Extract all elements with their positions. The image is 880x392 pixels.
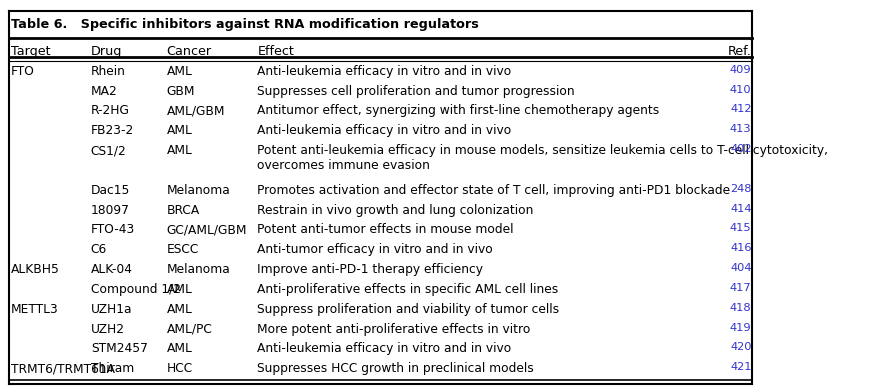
Text: 421: 421 bbox=[730, 362, 752, 372]
Text: Rhein: Rhein bbox=[91, 65, 126, 78]
Text: AML/PC: AML/PC bbox=[166, 323, 212, 336]
Text: Ref.: Ref. bbox=[728, 45, 752, 58]
Text: Compound 1/2: Compound 1/2 bbox=[91, 283, 180, 296]
Text: 409: 409 bbox=[730, 65, 752, 75]
Text: Anti-tumor efficacy in vitro and in vivo: Anti-tumor efficacy in vitro and in vivo bbox=[258, 243, 494, 256]
Text: 402: 402 bbox=[730, 144, 752, 154]
Text: Restrain in vivo growth and lung colonization: Restrain in vivo growth and lung coloniz… bbox=[258, 203, 534, 217]
Text: Table 6.   Specific inhibitors against RNA modification regulators: Table 6. Specific inhibitors against RNA… bbox=[11, 18, 479, 31]
Text: 414: 414 bbox=[730, 203, 752, 214]
Text: 417: 417 bbox=[730, 283, 752, 293]
Text: Anti-leukemia efficacy in vitro and in vivo: Anti-leukemia efficacy in vitro and in v… bbox=[258, 342, 512, 356]
Text: Suppresses HCC growth in preclinical models: Suppresses HCC growth in preclinical mod… bbox=[258, 362, 534, 375]
Text: AML: AML bbox=[166, 124, 193, 137]
Text: UZH2: UZH2 bbox=[91, 323, 125, 336]
Text: Drug: Drug bbox=[91, 45, 122, 58]
Text: 248: 248 bbox=[730, 184, 752, 194]
Text: Melanoma: Melanoma bbox=[166, 184, 231, 197]
Text: ALKBH5: ALKBH5 bbox=[11, 263, 60, 276]
Text: HCC: HCC bbox=[166, 362, 193, 375]
Text: 415: 415 bbox=[730, 223, 752, 234]
Text: FTO-43: FTO-43 bbox=[91, 223, 135, 236]
Text: 413: 413 bbox=[730, 124, 752, 134]
Text: Antitumor effect, synergizing with first-line chemotherapy agents: Antitumor effect, synergizing with first… bbox=[258, 105, 660, 118]
Text: GBM: GBM bbox=[166, 85, 195, 98]
Text: AML: AML bbox=[166, 283, 193, 296]
Text: 412: 412 bbox=[730, 105, 752, 114]
Text: FTO: FTO bbox=[11, 65, 35, 78]
Text: Potent anti-leukemia efficacy in mouse models, sensitize leukemia cells to T-cel: Potent anti-leukemia efficacy in mouse m… bbox=[258, 144, 828, 172]
Text: Cancer: Cancer bbox=[166, 45, 212, 58]
Text: Anti-leukemia efficacy in vitro and in vivo: Anti-leukemia efficacy in vitro and in v… bbox=[258, 124, 512, 137]
Text: Effect: Effect bbox=[258, 45, 295, 58]
Text: METTL3: METTL3 bbox=[11, 303, 59, 316]
Text: BRCA: BRCA bbox=[166, 203, 200, 217]
Text: 420: 420 bbox=[730, 342, 752, 352]
Text: C6: C6 bbox=[91, 243, 107, 256]
Text: Dac15: Dac15 bbox=[91, 184, 130, 197]
Text: ALK-04: ALK-04 bbox=[91, 263, 133, 276]
Text: AML/GBM: AML/GBM bbox=[166, 105, 225, 118]
Text: More potent anti-proliferative effects in vitro: More potent anti-proliferative effects i… bbox=[258, 323, 531, 336]
Text: AML: AML bbox=[166, 342, 193, 356]
Text: GC/AML/GBM: GC/AML/GBM bbox=[166, 223, 247, 236]
Text: Target: Target bbox=[11, 45, 51, 58]
Text: 416: 416 bbox=[730, 243, 752, 253]
Text: TRMT6/TRMT61A: TRMT6/TRMT61A bbox=[11, 362, 115, 375]
Text: FB23-2: FB23-2 bbox=[91, 124, 134, 137]
Text: CS1/2: CS1/2 bbox=[91, 144, 127, 157]
Text: STM2457: STM2457 bbox=[91, 342, 148, 356]
Text: 404: 404 bbox=[730, 263, 752, 273]
Text: UZH1a: UZH1a bbox=[91, 303, 132, 316]
Text: Anti-leukemia efficacy in vitro and in vivo: Anti-leukemia efficacy in vitro and in v… bbox=[258, 65, 512, 78]
Text: R-2HG: R-2HG bbox=[91, 105, 129, 118]
Text: MA2: MA2 bbox=[91, 85, 118, 98]
Text: Potent anti-tumor effects in mouse model: Potent anti-tumor effects in mouse model bbox=[258, 223, 514, 236]
Text: 18097: 18097 bbox=[91, 203, 129, 217]
Text: Anti-proliferative effects in specific AML cell lines: Anti-proliferative effects in specific A… bbox=[258, 283, 559, 296]
Text: Thiram: Thiram bbox=[91, 362, 134, 375]
Text: 418: 418 bbox=[730, 303, 752, 313]
Text: Suppress proliferation and viability of tumor cells: Suppress proliferation and viability of … bbox=[258, 303, 560, 316]
Text: AML: AML bbox=[166, 144, 193, 157]
Text: Improve anti-PD-1 therapy efficiency: Improve anti-PD-1 therapy efficiency bbox=[258, 263, 483, 276]
Text: 419: 419 bbox=[730, 323, 752, 332]
Text: AML: AML bbox=[166, 303, 193, 316]
Text: Suppresses cell proliferation and tumor progression: Suppresses cell proliferation and tumor … bbox=[258, 85, 576, 98]
Text: 410: 410 bbox=[730, 85, 752, 94]
Text: ESCC: ESCC bbox=[166, 243, 199, 256]
Text: Promotes activation and effector state of T cell, improving anti-PD1 blockade: Promotes activation and effector state o… bbox=[258, 184, 730, 197]
Text: Melanoma: Melanoma bbox=[166, 263, 231, 276]
Text: AML: AML bbox=[166, 65, 193, 78]
